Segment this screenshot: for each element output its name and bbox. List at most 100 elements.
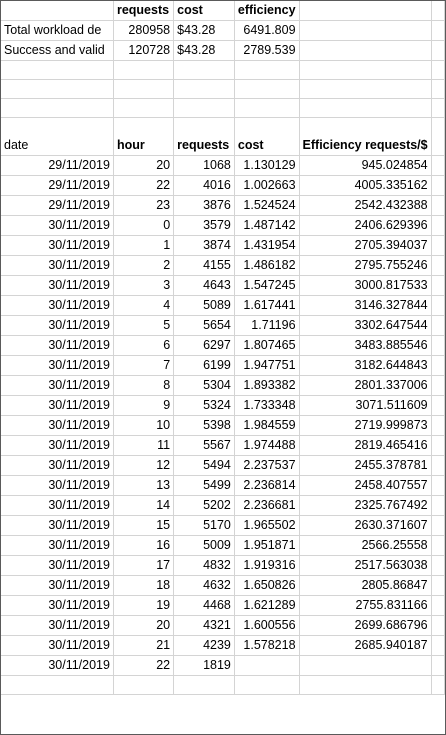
cost-cell[interactable]: 1.600556 [234,615,300,636]
empty-cell[interactable] [431,575,445,596]
hour-cell[interactable]: 15 [113,515,175,536]
date-cell[interactable]: 30/11/2019 [1,535,114,556]
efficiency-cell[interactable] [299,655,432,676]
efficiency-cell[interactable]: 3483.885546 [299,335,432,356]
efficiency-cell[interactable]: 2805.86847 [299,575,432,596]
empty-cell[interactable] [431,595,445,616]
empty-cell[interactable] [431,375,445,396]
empty-cell[interactable] [431,615,445,636]
requests-cell[interactable]: 3579 [173,215,235,236]
efficiency-cell[interactable]: 2325.767492 [299,495,432,516]
hour-cell[interactable]: 0 [113,215,175,236]
empty-cell[interactable] [173,675,235,695]
hour-cell[interactable]: 20 [113,615,175,636]
requests-cell[interactable]: 5089 [173,295,235,316]
requests-cell[interactable]: 4832 [173,555,235,576]
requests-cell[interactable]: 3874 [173,235,235,256]
cost-cell[interactable]: 1.578218 [234,635,300,656]
cost-cell[interactable]: 1.947751 [234,355,300,376]
empty-cell[interactable] [431,355,445,376]
date-cell[interactable]: 30/11/2019 [1,355,114,376]
empty-cell[interactable] [431,255,445,276]
cost-cell[interactable]: 1.974488 [234,435,300,456]
hour-cell[interactable]: 12 [113,455,175,476]
empty-cell[interactable] [299,98,432,118]
empty-cell[interactable] [431,117,445,156]
date-cell[interactable]: 30/11/2019 [1,595,114,616]
cost-cell[interactable]: 2.236681 [234,495,300,516]
date-cell[interactable]: 30/11/2019 [1,475,114,496]
summary-efficiency-cell[interactable]: 6491.809 [234,20,300,41]
hour-cell[interactable]: 16 [113,535,175,556]
hour-cell[interactable]: 7 [113,355,175,376]
date-cell[interactable]: 29/11/2019 [1,155,114,176]
empty-cell[interactable] [431,655,445,676]
empty-cell[interactable] [173,98,235,118]
efficiency-cell[interactable]: 2458.407557 [299,475,432,496]
requests-cell[interactable]: 5202 [173,495,235,516]
summary-requests-cell[interactable]: 280958 [113,20,175,41]
requests-cell[interactable]: 5398 [173,415,235,436]
hour-cell[interactable]: 17 [113,555,175,576]
efficiency-cell[interactable]: 945.024854 [299,155,432,176]
hour-cell[interactable]: 10 [113,415,175,436]
efficiency-cell[interactable]: 2517.563038 [299,555,432,576]
cost-cell[interactable] [234,655,300,676]
empty-cell[interactable] [234,675,300,695]
requests-cell[interactable]: 5567 [173,435,235,456]
cost-cell[interactable]: 1.524524 [234,195,300,216]
requests-cell[interactable]: 6297 [173,335,235,356]
empty-cell[interactable] [113,60,175,80]
date-cell[interactable]: 30/11/2019 [1,375,114,396]
empty-cell[interactable] [431,435,445,456]
header-efficiency[interactable]: Efficiency requests/$ [299,117,432,156]
empty-cell[interactable] [1,79,114,99]
empty-cell[interactable] [299,79,432,99]
header-requests[interactable]: requests [173,117,235,156]
empty-cell[interactable] [431,295,445,316]
date-cell[interactable]: 30/11/2019 [1,295,114,316]
requests-cell[interactable]: 5499 [173,475,235,496]
requests-cell[interactable]: 4321 [173,615,235,636]
empty-cell[interactable] [431,495,445,516]
empty-cell[interactable] [113,98,175,118]
cost-cell[interactable]: 1.984559 [234,415,300,436]
cost-cell[interactable]: 2.236814 [234,475,300,496]
empty-cell[interactable] [431,675,445,695]
efficiency-cell[interactable]: 2755.831166 [299,595,432,616]
efficiency-cell[interactable]: 2699.686796 [299,615,432,636]
header-date[interactable]: date [1,117,114,156]
hour-cell[interactable]: 2 [113,255,175,276]
efficiency-cell[interactable]: 2566.25558 [299,535,432,556]
empty-cell[interactable] [431,555,445,576]
requests-cell[interactable]: 4468 [173,595,235,616]
efficiency-cell[interactable]: 3182.644843 [299,355,432,376]
cost-cell[interactable]: 1.486182 [234,255,300,276]
cost-cell[interactable]: 1.621289 [234,595,300,616]
summary-cost-cell[interactable]: $43.28 [173,20,235,41]
hour-cell[interactable]: 22 [113,655,175,676]
requests-cell[interactable]: 4632 [173,575,235,596]
empty-cell[interactable] [1,675,114,695]
date-cell[interactable]: 30/11/2019 [1,215,114,236]
empty-cell[interactable] [431,415,445,436]
empty-cell[interactable] [431,1,445,21]
efficiency-cell[interactable]: 2685.940187 [299,635,432,656]
hour-cell[interactable]: 23 [113,195,175,216]
empty-cell[interactable] [431,315,445,336]
requests-cell[interactable]: 5009 [173,535,235,556]
efficiency-cell[interactable]: 2795.755246 [299,255,432,276]
empty-cell[interactable] [299,1,432,21]
date-cell[interactable]: 30/11/2019 [1,415,114,436]
efficiency-cell[interactable]: 3000.817533 [299,275,432,296]
empty-cell[interactable] [431,79,445,99]
cost-cell[interactable]: 1.547245 [234,275,300,296]
efficiency-cell[interactable]: 2542.432388 [299,195,432,216]
efficiency-cell[interactable]: 2719.999873 [299,415,432,436]
empty-cell[interactable] [299,60,432,80]
empty-cell[interactable] [431,235,445,256]
empty-cell[interactable] [431,475,445,496]
requests-cell[interactable]: 4155 [173,255,235,276]
empty-cell[interactable] [1,1,114,21]
empty-cell[interactable] [299,20,432,41]
